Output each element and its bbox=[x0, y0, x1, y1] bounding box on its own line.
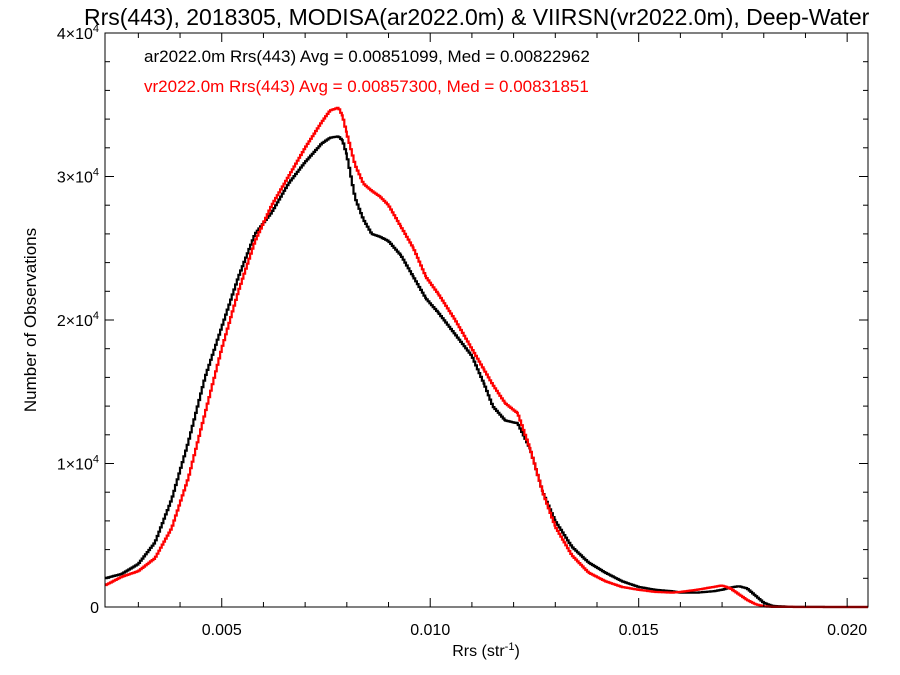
y-tick-label-mantissa: 1×10 bbox=[57, 457, 93, 474]
y-tick-label-exponent: 4 bbox=[93, 310, 99, 322]
series-line-vr2022.0m bbox=[105, 106, 868, 609]
y-tick-label: 0 bbox=[90, 600, 99, 617]
y-tick-label: 1×104 bbox=[57, 454, 99, 474]
x-axis-label: Rrs (str-1) bbox=[452, 641, 520, 660]
y-tick-label: 2×104 bbox=[57, 310, 99, 330]
x-tick-label: 0.010 bbox=[410, 622, 450, 639]
x-axis-label-main: Rrs (str bbox=[452, 643, 505, 660]
y-tick-label-exponent: 4 bbox=[93, 23, 99, 35]
y-tick-label-mantissa: 2×10 bbox=[57, 313, 93, 330]
y-tick-label: 3×104 bbox=[57, 167, 99, 187]
x-tick-label: 0.020 bbox=[827, 622, 867, 639]
y-tick-label-mantissa: 3×10 bbox=[57, 170, 93, 187]
y-tick-label-exponent: 4 bbox=[93, 454, 99, 466]
chart-title: Rrs(443), 2018305, MODISA(ar2022.0m) & V… bbox=[84, 4, 870, 30]
x-axis-label-sup: -1 bbox=[505, 641, 515, 653]
series-layer bbox=[105, 106, 868, 609]
y-tick-label: 4×104 bbox=[57, 23, 99, 43]
y-tick-label-exponent: 4 bbox=[93, 167, 99, 179]
y-axis-label: Number of Observations bbox=[21, 228, 40, 412]
annotation-vr2022: vr2022.0m Rrs(443) Avg = 0.00857300, Med… bbox=[144, 77, 589, 96]
ticks-layer: 0.005 0.010 0.015 0.02001×1042×1043×1044×10… bbox=[57, 23, 868, 639]
series-line-ar2022.0m bbox=[105, 135, 868, 609]
annotation-ar2022: ar2022.0m Rrs(443) Avg = 0.00851099, Med… bbox=[144, 47, 590, 66]
x-tick-label: 0.005 bbox=[202, 622, 242, 639]
x-tick-label: 0.015 bbox=[619, 622, 659, 639]
x-axis-label-end: ) bbox=[514, 643, 519, 660]
y-tick-label-mantissa: 4×10 bbox=[57, 26, 93, 43]
y-tick-label-mantissa: 0 bbox=[90, 600, 99, 617]
